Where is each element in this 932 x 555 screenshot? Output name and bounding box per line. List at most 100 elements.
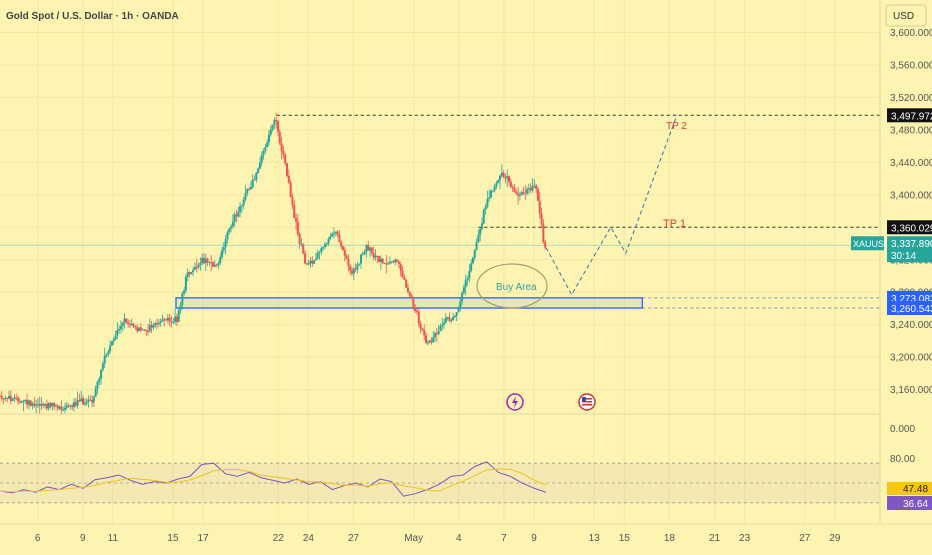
candle bbox=[527, 188, 530, 190]
candle bbox=[443, 322, 446, 325]
candle bbox=[535, 185, 538, 189]
candle bbox=[258, 162, 261, 169]
buy-zone-rect[interactable] bbox=[175, 297, 643, 309]
buy-area-ellipse[interactable] bbox=[476, 263, 548, 309]
candle bbox=[363, 251, 366, 254]
candle bbox=[219, 257, 222, 264]
candle bbox=[183, 290, 186, 294]
candle bbox=[175, 316, 178, 322]
projection-path[interactable] bbox=[545, 115, 678, 296]
candle bbox=[403, 277, 406, 280]
candle bbox=[51, 402, 54, 407]
rsi-ma-value: 47.48 bbox=[903, 484, 928, 495]
candle bbox=[444, 317, 447, 323]
candle bbox=[320, 248, 323, 252]
candle bbox=[536, 188, 539, 201]
candle bbox=[94, 388, 97, 397]
candle bbox=[282, 150, 285, 155]
candle bbox=[291, 197, 294, 206]
candle bbox=[325, 243, 328, 245]
candle bbox=[27, 400, 30, 405]
candle bbox=[217, 263, 220, 266]
candle bbox=[154, 323, 157, 326]
x-tick-label: 9 bbox=[531, 533, 537, 544]
candle bbox=[63, 407, 66, 410]
candle bbox=[251, 179, 254, 188]
candle bbox=[147, 330, 150, 332]
x-tick-label: 18 bbox=[664, 533, 676, 544]
y-tick-label: 3,600.000 bbox=[890, 28, 932, 39]
tp1-price-tag: 3,360.029 bbox=[891, 223, 932, 234]
candle bbox=[293, 205, 296, 218]
candle bbox=[379, 258, 382, 262]
candle bbox=[4, 397, 7, 399]
candle bbox=[42, 403, 45, 406]
candle bbox=[9, 395, 12, 402]
candle bbox=[307, 263, 310, 265]
candle bbox=[408, 292, 411, 296]
y-tick-label: 3,400.000 bbox=[890, 190, 932, 201]
candle bbox=[522, 192, 525, 194]
candle bbox=[322, 247, 325, 249]
candle bbox=[394, 259, 397, 263]
candle bbox=[186, 272, 189, 277]
candle bbox=[239, 206, 242, 212]
candle bbox=[177, 310, 180, 322]
candle bbox=[526, 189, 529, 194]
candle bbox=[246, 189, 249, 194]
candle bbox=[486, 198, 489, 207]
rsi-tick-label: 80.00 bbox=[890, 454, 915, 465]
candle bbox=[166, 317, 169, 321]
candle bbox=[502, 172, 505, 178]
candle bbox=[515, 192, 518, 194]
candle bbox=[388, 262, 391, 264]
candle bbox=[62, 409, 65, 411]
candle bbox=[266, 142, 269, 148]
time-axis[interactable]: 6 9 11 15 17 22 24 27 May 4 7 9 13 15 18 21 23 27 29 bbox=[35, 533, 841, 544]
us-flag-icon[interactable] bbox=[578, 393, 596, 411]
candle bbox=[316, 252, 319, 259]
candle bbox=[132, 323, 135, 327]
candle bbox=[417, 311, 420, 324]
currency-button[interactable]: USD bbox=[885, 4, 927, 27]
candle bbox=[53, 402, 56, 407]
candle bbox=[190, 272, 193, 275]
candle bbox=[15, 397, 18, 399]
candle bbox=[0, 396, 1, 398]
lightning-icon[interactable] bbox=[506, 393, 524, 411]
rsi-line[interactable] bbox=[0, 461, 547, 497]
candle bbox=[542, 223, 545, 242]
candle bbox=[6, 397, 9, 399]
rsi-ma-tag-bg bbox=[887, 482, 932, 495]
candle bbox=[121, 322, 124, 327]
countdown-value: 30:14 bbox=[891, 251, 916, 262]
candle bbox=[513, 187, 516, 193]
candle bbox=[304, 253, 307, 264]
events bbox=[506, 393, 596, 411]
candle bbox=[45, 403, 48, 409]
candle bbox=[397, 261, 400, 265]
candle bbox=[54, 405, 57, 407]
candle bbox=[531, 186, 534, 191]
candle bbox=[134, 326, 137, 328]
candle bbox=[141, 329, 144, 331]
candle bbox=[123, 318, 126, 323]
candle bbox=[253, 179, 256, 181]
candle bbox=[426, 342, 429, 344]
candle bbox=[520, 192, 523, 196]
rsi-value: 36.64 bbox=[903, 499, 928, 510]
candle bbox=[410, 295, 413, 299]
candle bbox=[327, 238, 330, 244]
x-tick-label: 22 bbox=[273, 533, 285, 544]
candle bbox=[215, 264, 218, 266]
candle bbox=[412, 298, 415, 308]
candle bbox=[35, 405, 38, 407]
candle bbox=[506, 176, 509, 179]
candle bbox=[262, 151, 265, 156]
candle bbox=[145, 330, 148, 332]
candle bbox=[482, 209, 485, 224]
candle bbox=[468, 271, 471, 279]
